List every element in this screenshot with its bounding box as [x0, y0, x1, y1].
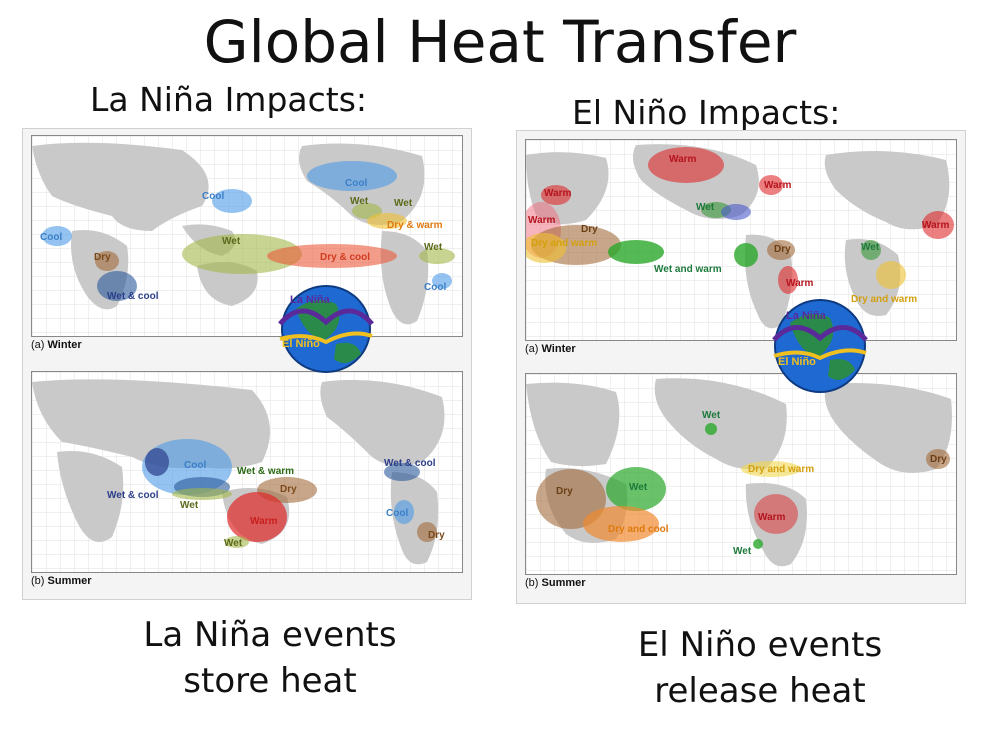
el-nino-panel: Warm Warm Warm Warm Dry Dry and warm Wet… — [516, 130, 966, 604]
region-label: Dry — [581, 224, 598, 235]
region-label: Warm — [786, 278, 814, 289]
region-label: Cool — [386, 508, 409, 519]
region-label: Cool — [345, 178, 368, 189]
region-label: Warm — [764, 180, 792, 191]
region-label: Dry & cool — [320, 252, 371, 263]
region-label: Warm — [528, 215, 556, 226]
el-nino-winter-regions — [526, 147, 954, 294]
region-label: Dry — [556, 486, 573, 497]
el-nino-summer-label: (b) Summer — [525, 577, 586, 589]
region-label: Dry — [94, 252, 111, 263]
el-nino-caption-line1: El Niño events — [637, 625, 883, 665]
la-nina-heading: La Niña Impacts: — [90, 80, 368, 119]
el-nino-heading: El Niño Impacts: — [572, 93, 841, 132]
region-label: Cool — [40, 232, 63, 243]
region-label: Cool — [202, 191, 225, 202]
region-label: Dry — [428, 530, 445, 541]
el-nino-winter-map: Warm Warm Warm Warm Dry Dry and warm Wet… — [525, 139, 957, 341]
region-label: Wet — [222, 236, 241, 247]
region-label: Wet — [696, 202, 715, 213]
la-nina-winter-regions — [42, 161, 455, 301]
el-nino-caption-line2: release heat — [654, 671, 866, 711]
region-label: Warm — [669, 154, 697, 165]
region-label: Dry — [280, 484, 297, 495]
region-label: Wet — [350, 196, 369, 207]
slide-title: Global Heat Transfer — [203, 8, 797, 76]
la-nina-caption-line1: La Niña events — [143, 615, 397, 655]
region-label: Wet & cool — [107, 291, 159, 302]
region-label: Wet — [861, 242, 880, 253]
region-label: Wet & cool — [384, 458, 436, 469]
region-label: Cool — [184, 460, 207, 471]
el-nino-summer-regions — [536, 423, 950, 549]
globe-top-label: La Niña — [786, 310, 826, 322]
region-label: Warm — [758, 512, 786, 523]
globe-bottom-label: El Niño — [778, 356, 816, 368]
la-nina-caption: La Niña events store heat — [100, 612, 440, 704]
region-label: Wet — [180, 500, 199, 511]
la-nina-summer-label: (b) Summer — [31, 575, 92, 587]
region-label: Dry — [930, 454, 947, 465]
region-label: Warm — [922, 220, 950, 231]
region-label: Wet & warm — [237, 466, 295, 477]
globe-icon: La Niña El Niño — [770, 298, 870, 394]
region-label: Wet — [702, 410, 721, 421]
el-nino-summer-map: Wet Dry and warm Dry Wet Dry Dry and coo… — [525, 373, 957, 575]
region-label: Wet — [629, 482, 648, 493]
la-nina-winter-map: Cool Cool Cool Wet Wet Dry & warm Wet We… — [31, 135, 463, 337]
region-label: Dry and cool — [608, 524, 669, 535]
region-label: Cool — [424, 282, 447, 293]
globe-graphic — [278, 285, 374, 373]
region-label: Warm — [250, 516, 278, 527]
world-map-background — [526, 374, 956, 574]
region-label: Wet — [224, 538, 243, 549]
region-label: Dry and warm — [748, 464, 815, 475]
el-nino-caption: El Niño events release heat — [590, 622, 930, 714]
la-nina-summer-map: Cool Wet & cool Wet & warm Wet Dry Warm … — [31, 371, 463, 573]
globe-bottom-label: El Niño — [282, 338, 320, 350]
region-label: Dry and warm — [531, 238, 598, 249]
region-label: Wet and warm — [654, 264, 722, 275]
globe-icon: La Niña El Niño — [276, 284, 376, 374]
region-label: Wet — [394, 198, 413, 209]
region-label: Wet & cool — [107, 490, 159, 501]
region-label: Warm — [544, 188, 572, 199]
region-label: Wet — [424, 242, 443, 253]
region-label: Wet — [733, 546, 752, 557]
el-nino-winter-label: (a) Winter — [525, 343, 576, 355]
globe-graphic — [772, 299, 868, 393]
region-label: Dry & warm — [387, 220, 443, 231]
region-label: Dry and warm — [851, 294, 918, 305]
la-nina-panel: Cool Cool Cool Wet Wet Dry & warm Wet We… — [22, 128, 472, 600]
la-nina-winter-label: (a) Winter — [31, 339, 82, 351]
la-nina-summer-regions — [142, 439, 437, 548]
la-nina-caption-line2: store heat — [183, 661, 357, 701]
globe-top-label: La Niña — [290, 294, 330, 306]
region-label: Dry — [774, 244, 791, 255]
